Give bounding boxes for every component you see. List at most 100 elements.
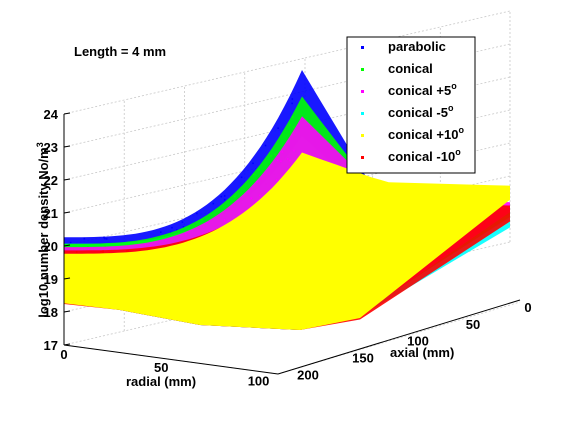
legend-entry: conical +10o bbox=[361, 125, 464, 142]
legend-label: conical -10o bbox=[388, 147, 461, 164]
y-tick-label: 100 bbox=[248, 373, 270, 388]
z-tick-label: 23 bbox=[44, 140, 58, 155]
series-point bbox=[284, 176, 286, 178]
legend-label: parabolic bbox=[388, 39, 446, 54]
series-point bbox=[222, 248, 225, 251]
series-point bbox=[140, 276, 143, 278]
series-point bbox=[102, 251, 104, 253]
series-point bbox=[164, 256, 167, 258]
series-point bbox=[196, 212, 198, 215]
series-point bbox=[276, 179, 278, 181]
series-point bbox=[291, 102, 293, 105]
series-point bbox=[87, 246, 89, 248]
series-point bbox=[219, 231, 221, 233]
series-conical-10 bbox=[64, 152, 510, 330]
series-point bbox=[240, 233, 242, 235]
series-point bbox=[87, 249, 90, 251]
length-annotation: Length = 4 mm bbox=[74, 44, 166, 59]
series-point bbox=[85, 279, 87, 282]
series-point bbox=[127, 250, 130, 252]
series-point bbox=[160, 231, 162, 233]
x-axis-line bbox=[277, 299, 521, 375]
legend-entry: parabolic bbox=[361, 39, 446, 54]
series-point bbox=[293, 173, 296, 175]
grid-line-left-z-0 bbox=[63, 288, 306, 346]
series-point bbox=[102, 250, 104, 252]
series-point bbox=[223, 195, 226, 197]
series-point bbox=[165, 254, 167, 256]
series-point bbox=[252, 162, 254, 165]
series-point bbox=[295, 188, 298, 191]
legend-label: conical +5o bbox=[388, 81, 457, 98]
grid-line-left-z-7 bbox=[63, 57, 306, 115]
z-tick-mark bbox=[63, 112, 71, 115]
series-point bbox=[152, 263, 155, 266]
series-point bbox=[264, 144, 267, 147]
series-point bbox=[83, 237, 86, 240]
series-point bbox=[220, 234, 223, 237]
z-tick-mark bbox=[63, 244, 71, 247]
series-point bbox=[274, 153, 276, 156]
series-point bbox=[277, 127, 279, 129]
series-point bbox=[291, 115, 294, 118]
series-point bbox=[137, 270, 140, 273]
series-point bbox=[269, 208, 272, 211]
z-tick-mark bbox=[63, 211, 71, 214]
legend-marker bbox=[361, 46, 364, 49]
series-point bbox=[280, 160, 282, 162]
x-tick-label: 200 bbox=[297, 367, 319, 382]
series-point bbox=[100, 250, 102, 253]
series-point bbox=[180, 272, 183, 275]
series-point bbox=[199, 239, 202, 241]
z-tick-mark bbox=[63, 277, 71, 280]
z-tick-label: 19 bbox=[44, 272, 58, 287]
legend-label: conical bbox=[388, 61, 433, 76]
series-point bbox=[299, 117, 301, 119]
y-axis-line bbox=[63, 344, 279, 375]
series-point bbox=[293, 149, 295, 152]
series-point bbox=[199, 261, 202, 264]
series-point bbox=[212, 202, 215, 205]
series-point bbox=[254, 210, 256, 212]
series-point bbox=[208, 230, 211, 232]
series-point bbox=[253, 173, 255, 176]
series-point bbox=[158, 273, 161, 275]
series-point bbox=[104, 271, 106, 274]
legend-entry: conical bbox=[361, 61, 433, 76]
series-point bbox=[291, 98, 294, 100]
series-point bbox=[125, 250, 128, 252]
series-point bbox=[236, 245, 239, 247]
series-point bbox=[91, 258, 93, 261]
series-point bbox=[233, 195, 236, 198]
series-point bbox=[223, 198, 226, 201]
z-tick-label: 17 bbox=[44, 338, 58, 353]
grid-line-right-z-7 bbox=[304, 10, 511, 59]
series-point bbox=[94, 277, 96, 279]
legend-marker bbox=[361, 156, 364, 159]
series-point bbox=[275, 212, 278, 215]
series-point bbox=[250, 197, 253, 199]
series-point bbox=[73, 257, 75, 259]
series-point bbox=[116, 277, 118, 279]
series-point bbox=[149, 244, 152, 247]
series-point bbox=[103, 236, 105, 239]
series-point bbox=[203, 226, 205, 228]
series-point bbox=[182, 265, 184, 267]
series-point bbox=[270, 155, 272, 157]
y-axis-label: radial (mm) bbox=[126, 374, 196, 389]
z-tick-label: 24 bbox=[44, 107, 59, 122]
z-axis-label-text: log10 number density No/m bbox=[36, 147, 51, 317]
series-point bbox=[206, 222, 208, 224]
series-point bbox=[201, 219, 203, 221]
series-point bbox=[259, 211, 261, 214]
series-point bbox=[272, 191, 275, 193]
series-point bbox=[235, 219, 237, 221]
series-point bbox=[173, 259, 176, 262]
z-tick-label: 22 bbox=[44, 173, 58, 188]
series-point bbox=[232, 208, 235, 210]
grid-line-left-z-4 bbox=[63, 156, 306, 214]
x-tick-label: 50 bbox=[466, 317, 480, 332]
series-point bbox=[91, 281, 93, 284]
series-point bbox=[98, 268, 100, 270]
series-point bbox=[249, 213, 251, 216]
